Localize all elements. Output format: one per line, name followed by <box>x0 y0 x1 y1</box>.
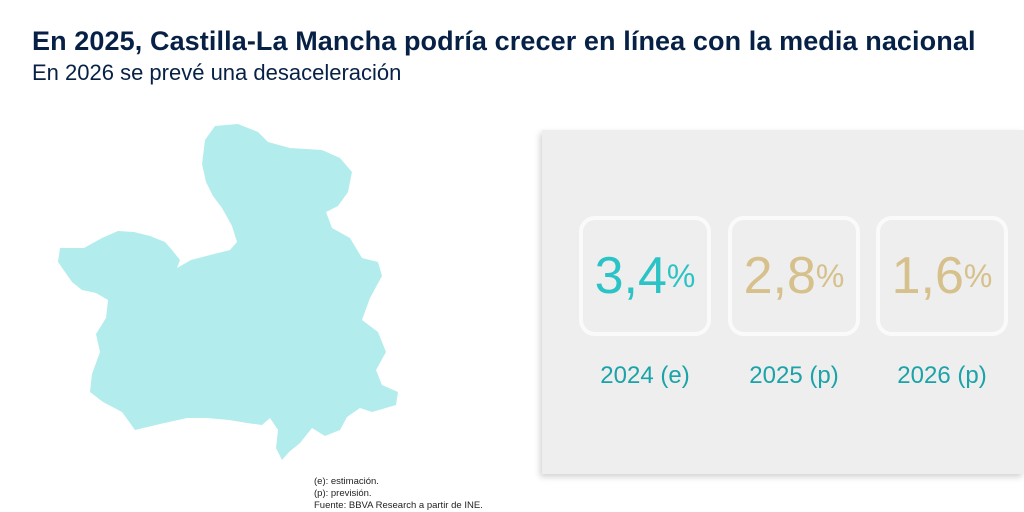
stat-label-2026: 2026 (p) <box>897 362 987 389</box>
growth-panel: 3,4% 2024 (e) 2,8% 2025 (p) 1,6% 2026 (p… <box>542 130 1024 474</box>
region-shape <box>58 124 398 460</box>
stat-box-2026: 1,6% <box>876 216 1008 336</box>
stat-value: 1,6 <box>891 247 964 305</box>
stat-label-2024: 2024 (e) <box>600 362 690 389</box>
stat-value: 3,4 <box>594 247 667 305</box>
page-title: En 2025, Castilla-La Mancha podría crece… <box>32 26 976 56</box>
stat-unit: % <box>815 258 845 294</box>
castilla-la-mancha-map <box>58 124 398 460</box>
stat-box-2025: 2,8% <box>728 216 860 336</box>
note-prevision: (p): previsión. <box>314 488 372 499</box>
footnotes: (e): estimación. (p): previsión. Fuente:… <box>314 476 483 512</box>
stat-value: 2,8 <box>743 247 816 305</box>
note-estimacion: (e): estimación. <box>314 476 379 487</box>
note-fuente: Fuente: BBVA Research a partir de INE. <box>314 500 483 511</box>
stat-unit: % <box>666 258 696 294</box>
stat-label-2025: 2025 (p) <box>749 362 839 389</box>
stat-unit: % <box>963 258 993 294</box>
page-subtitle: En 2026 se prevé una desaceleración <box>32 60 402 85</box>
stat-box-2024: 3,4% <box>579 216 711 336</box>
